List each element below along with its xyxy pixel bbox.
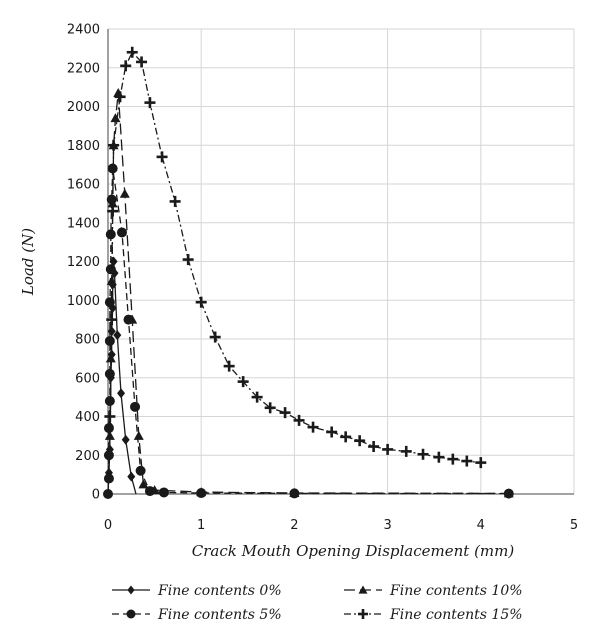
data-point: [133, 430, 144, 440]
data-point: [340, 431, 352, 443]
legend: Fine contents 0% Fine contents 10% Fine co…: [112, 583, 523, 623]
data-point: [104, 368, 115, 379]
x-tick-label: 1: [197, 518, 205, 533]
data-point: [105, 229, 116, 240]
legend-label: Fine contents 5%: [157, 607, 282, 623]
data-point: [119, 188, 130, 198]
data-point: [354, 435, 366, 447]
data-point: [447, 453, 459, 465]
y-tick-label: 2400: [67, 23, 100, 38]
data-point: [110, 113, 121, 123]
data-point: [108, 139, 120, 151]
x-tick-label: 2: [290, 518, 298, 533]
x-tick-label: 3: [383, 518, 391, 533]
data-point: [149, 485, 160, 495]
data-point: [237, 376, 249, 388]
tick-labels: 0 200 400 600 800 1000 1200 1400 1600 1800 2000 220…: [67, 23, 578, 534]
data-point: [503, 488, 514, 498]
data-point: [127, 471, 136, 482]
y-tick-label: 2000: [67, 100, 100, 115]
x-axis-label: Crack Mouth Opening Displacement (mm): [192, 542, 515, 560]
legend-entry-2: Fine contents 10%: [344, 583, 523, 599]
series-group: [103, 46, 514, 499]
y-tick-label: 400: [75, 410, 100, 425]
data-point: [158, 487, 169, 498]
data-point: [138, 479, 149, 489]
data-point: [368, 441, 380, 453]
data-point: [169, 195, 181, 207]
data-point: [264, 402, 276, 414]
legend-label: Fine contents 0%: [157, 583, 282, 599]
data-point: [293, 414, 305, 426]
legend-label: Fine contents 10%: [389, 583, 523, 599]
legend-marker: [126, 609, 136, 619]
data-point: [417, 448, 429, 460]
data-point: [182, 254, 194, 266]
y-tick-label: 1200: [67, 255, 100, 270]
data-point: [251, 391, 263, 403]
data-point: [127, 314, 138, 324]
data-point: [196, 487, 207, 497]
data-point: [117, 388, 126, 399]
series-line: [107, 92, 509, 495]
series-line: [107, 168, 509, 495]
data-point: [130, 401, 141, 412]
data-point: [104, 335, 115, 346]
data-point: [279, 407, 291, 419]
data-point: [326, 426, 338, 438]
data-point: [382, 443, 394, 455]
data-point: [114, 91, 126, 103]
legend-entry-3: Fine contents 15%: [344, 607, 523, 623]
y-tick-label: 800: [75, 333, 100, 348]
data-point: [144, 97, 156, 109]
data-point: [223, 360, 235, 372]
series-2: [104, 87, 514, 498]
data-point: [107, 205, 119, 217]
data-point: [475, 457, 487, 469]
y-tick-label: 1000: [67, 294, 100, 309]
data-point: [104, 430, 115, 440]
data-point: [103, 423, 114, 434]
data-point: [120, 60, 132, 72]
data-point: [121, 434, 130, 445]
grid: [107, 28, 575, 495]
data-point: [209, 331, 221, 343]
series-3: [104, 46, 487, 495]
data-point: [105, 264, 116, 275]
legend-entry-1: Fine contents 5%: [112, 607, 282, 623]
legend-marker: [358, 609, 368, 619]
legend-entry-0: Fine contents 0%: [112, 583, 282, 599]
y-tick-label: 200: [75, 449, 100, 464]
data-point: [156, 151, 168, 163]
data-point: [433, 451, 445, 463]
y-tick-label: 1800: [67, 139, 100, 154]
data-point: [135, 465, 146, 476]
x-tick-label: 5: [570, 518, 578, 533]
data-point: [307, 421, 319, 433]
x-tick-label: 0: [104, 518, 112, 533]
y-tick-label: 1400: [67, 216, 100, 231]
data-point: [289, 488, 300, 498]
data-point: [126, 46, 138, 58]
data-point: [400, 445, 412, 457]
y-tick-label: 600: [75, 371, 100, 386]
legend-marker: [127, 585, 135, 595]
y-tick-label: 0: [92, 488, 100, 503]
y-tick-label: 1600: [67, 178, 100, 193]
y-axis-label: Load (N): [19, 228, 37, 296]
legend-label: Fine contents 15%: [389, 607, 523, 623]
x-tick-label: 4: [477, 518, 485, 533]
data-point: [106, 314, 118, 326]
data-point: [113, 330, 122, 341]
data-point: [461, 455, 473, 467]
data-point: [104, 411, 116, 422]
data-point: [116, 227, 127, 238]
data-point: [136, 56, 148, 68]
legend-marker: [358, 585, 368, 594]
y-tick-label: 2200: [67, 61, 100, 76]
data-point: [104, 297, 115, 308]
series-1: [103, 163, 514, 499]
data-point: [195, 296, 207, 308]
